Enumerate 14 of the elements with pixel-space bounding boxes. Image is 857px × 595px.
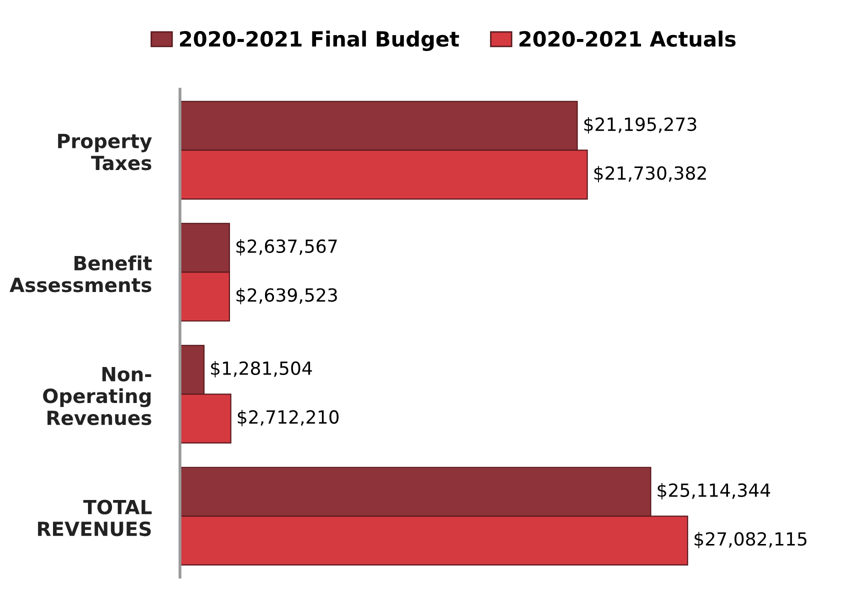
data-label: $25,114,344 (658, 483, 770, 500)
data-label: $21,195,273 (584, 117, 696, 134)
data-label: $2,639,523 (236, 288, 337, 304)
legend-label: 2020-2021 Actuals (519, 30, 736, 47)
data-label: $2,712,210 (238, 410, 339, 426)
y-tick-label: Benefit Assessments (10, 255, 152, 292)
data-label: $2,637,567 (236, 239, 337, 256)
data-label: $1,281,504 (211, 361, 312, 378)
legend-label: 2020-2021 Final Budget (180, 30, 460, 51)
data-label: $21,730,382 (594, 166, 706, 182)
y-tick-label: Property Taxes (58, 134, 152, 170)
data-label: $27,082,115 (694, 532, 806, 548)
y-tick-label: Non- Operating Revenues (43, 367, 152, 426)
y-tick-label: TOTAL REVENUES (38, 500, 152, 536)
